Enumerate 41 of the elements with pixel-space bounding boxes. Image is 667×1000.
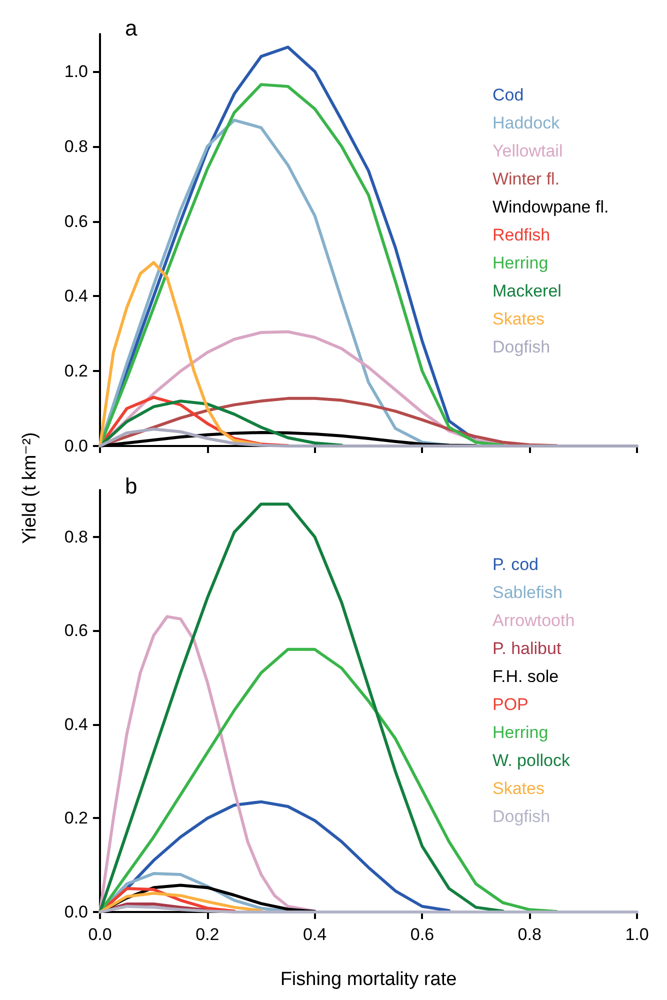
x-tick-label: 0.8 [518, 925, 542, 944]
text: Dogfish [492, 806, 550, 826]
y-tick-label: 0.8 [64, 527, 88, 546]
text: Skates [492, 309, 544, 328]
y-axis-title: Yield (t km⁻²) [18, 432, 42, 544]
text: Cod [492, 85, 524, 104]
text: Haddock [492, 113, 560, 132]
text: F.H. sole [492, 666, 559, 686]
x-tick-label: 0.0 [88, 925, 112, 944]
x-tick-label: 0.6 [410, 925, 434, 944]
text: P. halibut [492, 638, 562, 658]
text: Skates [492, 778, 544, 798]
chart-title: b [125, 474, 138, 498]
text: Yellowtail [492, 141, 563, 160]
y-tick-label: 0.4 [64, 286, 88, 306]
text: Mackerel [492, 281, 562, 300]
text: Herring [492, 253, 548, 272]
x-axis-title: Fishing mortality rate [280, 969, 457, 990]
text: Windowpane fl. [492, 197, 609, 216]
y-tick-label: 0.4 [64, 714, 88, 734]
text: Redfish [492, 225, 550, 244]
text: Sablefish [492, 582, 562, 602]
y-tick-label: 0.2 [64, 808, 88, 828]
x-tick-label: 0.4 [302, 925, 327, 944]
y-tick-label: 0.2 [64, 362, 88, 381]
text: POP [492, 694, 528, 714]
text: Winter fl. [492, 169, 560, 188]
y-tick-label: 0.0 [64, 436, 88, 456]
text: W. pollock [492, 750, 570, 770]
chart-title: a [125, 16, 138, 40]
text: Herring [492, 722, 548, 742]
y-tick-label: 0.8 [64, 136, 88, 156]
y-tick-label: 0.6 [64, 621, 88, 640]
x-tick-label: 1.0 [625, 925, 649, 944]
text: Arrowtooth [492, 610, 575, 630]
text: Dogfish [492, 337, 550, 356]
text: P. cod [492, 554, 538, 574]
y-tick-label: 1.0 [64, 62, 88, 81]
y-tick-label: 0.0 [64, 902, 88, 922]
y-tick-label: 0.6 [64, 212, 88, 231]
x-tick-label: 0.2 [196, 925, 220, 944]
